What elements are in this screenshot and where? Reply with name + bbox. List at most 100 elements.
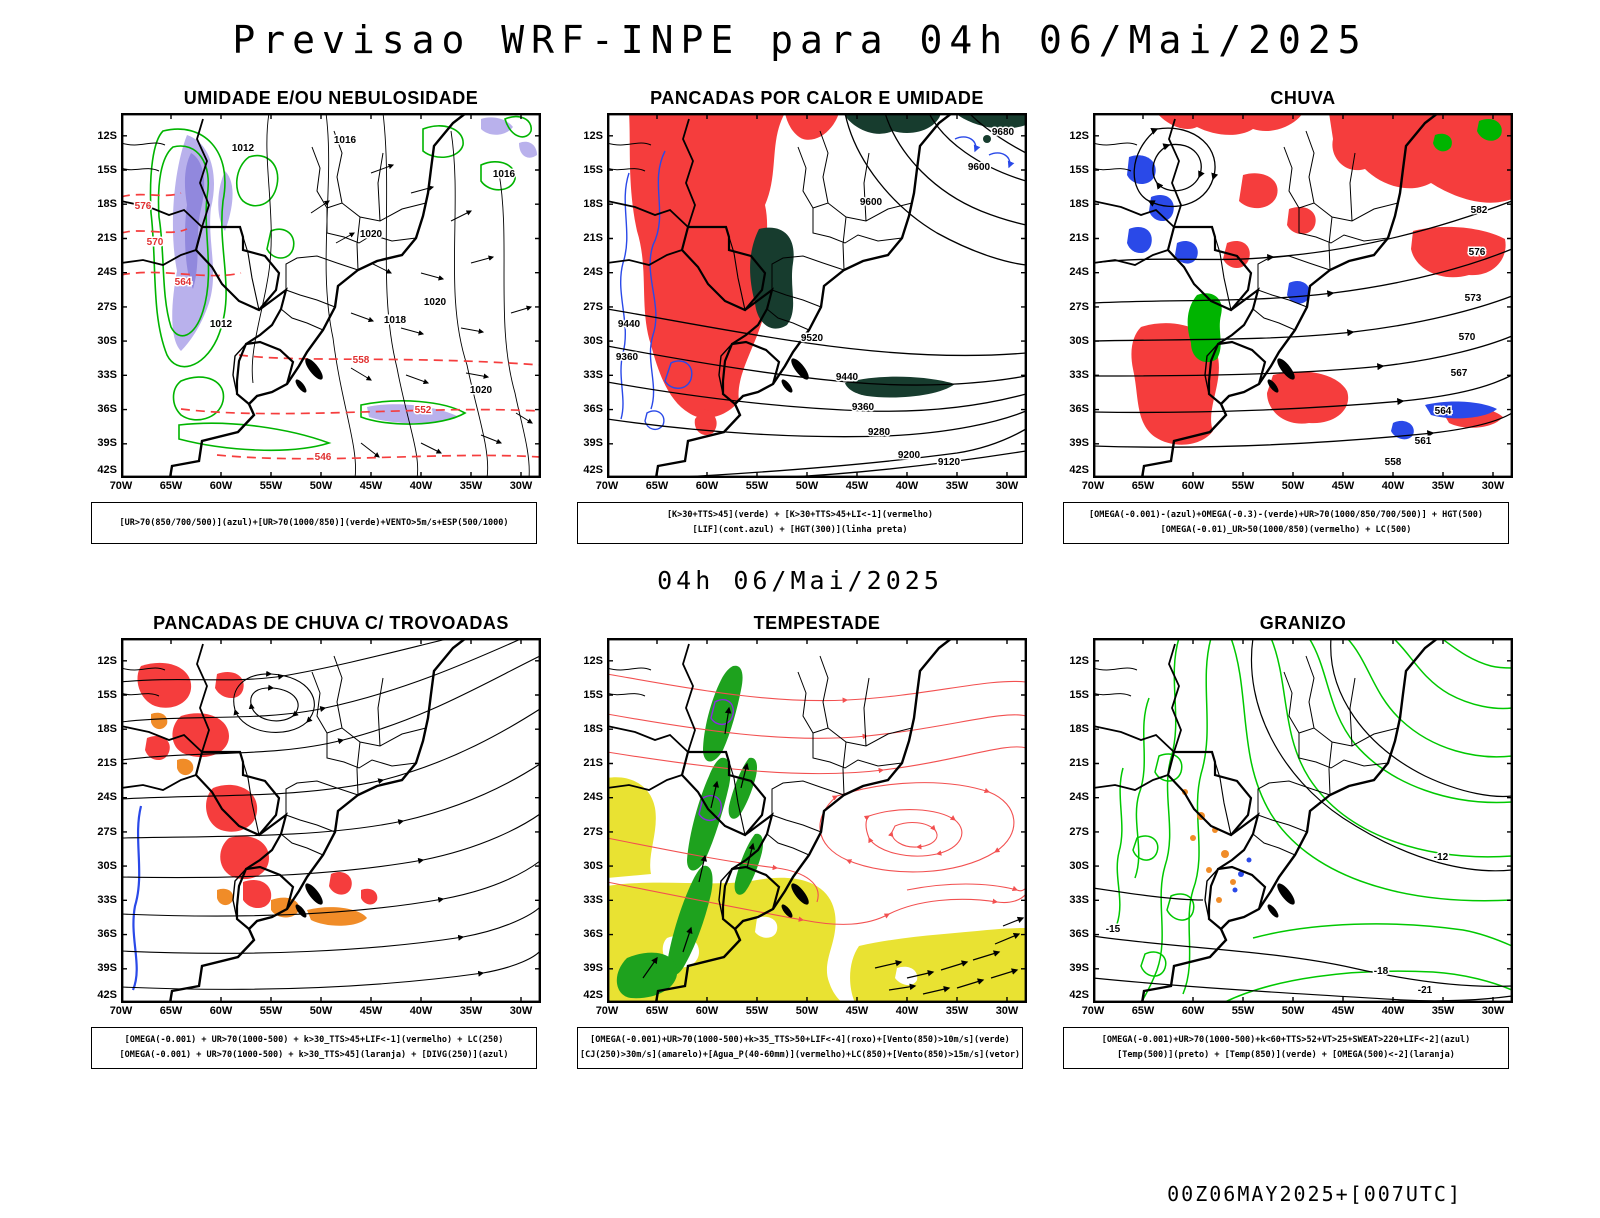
lat-tick-label: 36S (1069, 928, 1089, 940)
lat-tick-label: 15S (97, 164, 117, 176)
contour-label: -18 (1374, 966, 1389, 977)
lon-tick-label: 50W (309, 1005, 333, 1017)
lon-tick-label: 30W (995, 480, 1019, 492)
lat-tick-label: 15S (97, 689, 117, 701)
lon-tick-label: 65W (645, 1005, 669, 1017)
lon-tick-label: 45W (359, 1005, 383, 1017)
caption-box: [OMEGA(-0.001)+UR>70(1000-500)+k>35_TTS>… (577, 1027, 1023, 1069)
lon-tick-label: 45W (845, 480, 869, 492)
lat-tick-label: 33S (1069, 894, 1089, 906)
lat-tick-label: 27S (1069, 301, 1089, 313)
lat-tick-label: 24S (1069, 266, 1089, 278)
lon-tick-label: 55W (1231, 1005, 1255, 1017)
lon-tick-label: 45W (1331, 480, 1355, 492)
lat-axis: 12S 15S 18S 21S 24S 27S 30S 33S 36S 39S 42S (1059, 113, 1093, 478)
panel-trovoadas: PANCADAS DE CHUVA C/ TROVOADAS 12S 15S 18S… (87, 613, 541, 1069)
lon-tick-label: 35W (459, 480, 483, 492)
lon-tick-label: 60W (1181, 1005, 1205, 1017)
lat-tick-label: 21S (97, 757, 117, 769)
lon-tick-label: 50W (1281, 1005, 1305, 1017)
lat-tick-label: 12S (1069, 130, 1089, 142)
contour-label: 9360 (852, 402, 875, 413)
panel-chuva: CHUVA 12S 15S 18S 21S 24S 27S 30S 33S 36S 39S 42S (1059, 88, 1513, 544)
page-title: Previsao WRF-INPE para 04h 06/Mai/2025 (232, 18, 1368, 62)
lon-axis: 70W 65W 60W 55W 50W 45W 40W 35W 30W (110, 478, 541, 496)
caption-line: [OMEGA(-0.001)+UR>70(1000-500)+k<60+TTS>… (1101, 1035, 1471, 1045)
lat-tick-label: 27S (1069, 826, 1089, 838)
lon-tick-label: 35W (1431, 1005, 1455, 1017)
panel-title: PANCADAS POR CALOR E UMIDADE (650, 88, 984, 108)
contour-label: 552 (415, 405, 432, 416)
lat-tick-label: 42S (1069, 989, 1089, 1001)
contour-label: 9200 (898, 450, 921, 461)
lat-tick-label: 18S (583, 198, 603, 210)
lat-tick-label: 33S (583, 369, 603, 381)
lat-tick-label: 42S (97, 989, 117, 1001)
lon-tick-label: 35W (945, 480, 969, 492)
lat-tick-label: 30S (97, 335, 117, 347)
panel-title: GRANIZO (1259, 613, 1347, 633)
map-chuva: 582 576 573 570 567 564 561 558 (1093, 113, 1513, 478)
lat-tick-label: 18S (1069, 198, 1089, 210)
panel-title: UMIDADE E/OU NEBULOSIDADE (183, 88, 479, 108)
caption-line: [OMEGA(-0.001)-(azul)+OMEGA(-0.3)-(verde… (1088, 510, 1484, 520)
contour-label: 9600 (860, 197, 883, 208)
lon-tick-label: 45W (845, 1005, 869, 1017)
contour-label: 582 (1471, 205, 1488, 216)
lat-tick-label: 18S (1069, 723, 1089, 735)
lon-tick-label: 60W (209, 1005, 233, 1017)
map-umidade: 1012 1012 1016 1016 1020 1020 1020 1018 … (121, 113, 541, 478)
contour-label: -21 (1418, 985, 1433, 996)
lat-tick-label: 39S (1069, 962, 1089, 974)
lat-tick-label: 15S (583, 689, 603, 701)
lon-tick-label: 70W (1081, 1005, 1105, 1017)
caption-box: [K>30+TTS>45](verde) + [K>30+TTS>45+LI<-… (577, 502, 1023, 544)
lon-tick-label: 50W (795, 1005, 819, 1017)
lat-tick-label: 24S (583, 266, 603, 278)
caption-line: [UR>70(850/700/500)](azul)+[UR>70(1000/8… (119, 517, 509, 528)
lat-axis: 12S 15S 18S 21S 24S 27S 30S 33S 36S 39S 42S (1059, 638, 1093, 1003)
lon-axis: 70W 65W 60W 55W 50W 45W 40W 35W 30W (596, 1003, 1027, 1021)
contour-label: -15 (1106, 924, 1121, 935)
contour-label: 570 (1459, 332, 1476, 343)
map-pancadas-calor: 9680 9600 9600 9520 9440 9360 9280 9200 … (607, 113, 1027, 478)
lon-axis: 70W 65W 60W 55W 50W 45W 40W 35W 30W (110, 1003, 541, 1021)
lat-tick-label: 24S (1069, 791, 1089, 803)
lat-tick-label: 39S (583, 437, 603, 449)
lon-axis: 70W 65W 60W 55W 50W 45W 40W 35W 30W (1082, 478, 1513, 496)
lat-tick-label: 36S (583, 928, 603, 940)
lon-tick-label: 65W (159, 1005, 183, 1017)
contour-label: 558 (353, 355, 370, 366)
map-granizo: -12 -15 -18 -21 (1093, 638, 1513, 1003)
lat-tick-label: 36S (97, 928, 117, 940)
lon-tick-label: 35W (945, 1005, 969, 1017)
contour-label: 9120 (938, 457, 961, 468)
lon-tick-label: 40W (895, 1005, 919, 1017)
lat-tick-label: 12S (1069, 655, 1089, 667)
lon-tick-label: 30W (995, 1005, 1019, 1017)
contour-label: 1018 (384, 315, 407, 326)
caption-line: [OMEGA(-0.001) + UR>70(1000-500) + k>30_… (124, 1035, 504, 1045)
caption-box: [OMEGA(-0.001) + UR>70(1000-500) + k>30_… (91, 1027, 537, 1069)
lat-tick-label: 24S (583, 791, 603, 803)
heat-shower-overlay (607, 113, 1027, 478)
hail-overlay (1093, 638, 1513, 1003)
contour-label: 1016 (493, 169, 516, 180)
lat-tick-label: 15S (1069, 164, 1089, 176)
lon-axis: 70W 65W 60W 55W 50W 45W 40W 35W 30W (596, 478, 1027, 496)
lat-tick-label: 30S (1069, 860, 1089, 872)
lat-tick-label: 21S (1069, 757, 1089, 769)
lat-axis: 12S 15S 18S 21S 24S 27S 30S 33S 36S 39S 42S (87, 638, 121, 1003)
lat-tick-label: 39S (1069, 437, 1089, 449)
forecast-page: Previsao WRF-INPE para 04h 06/Mai/2025 U… (0, 18, 1600, 1206)
valid-time-label: 04h 06/Mai/2025 (657, 566, 943, 595)
lat-tick-label: 18S (97, 723, 117, 735)
lat-tick-label: 33S (97, 894, 117, 906)
lon-tick-label: 55W (1231, 480, 1255, 492)
contour-label: -12 (1434, 852, 1449, 863)
lat-axis: 12S 15S 18S 21S 24S 27S 30S 33S 36S 39S 42S (87, 113, 121, 478)
lon-tick-label: 30W (1481, 1005, 1505, 1017)
contour-label: 1020 (470, 385, 493, 396)
lon-tick-label: 40W (409, 1005, 433, 1017)
contour-label: 9680 (992, 127, 1015, 138)
